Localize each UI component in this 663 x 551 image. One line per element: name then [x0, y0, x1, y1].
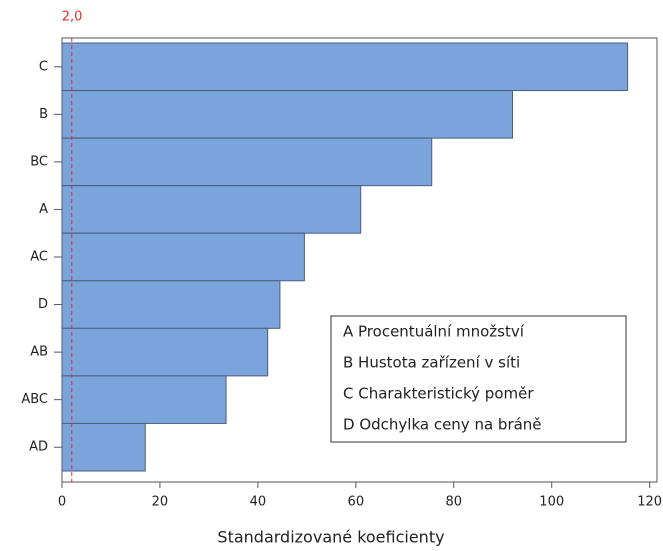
bar — [61, 137, 433, 187]
bar — [61, 185, 362, 234]
x-tick-label: 40 — [250, 495, 267, 510]
y-tick-label: D — [38, 297, 48, 312]
y-tick-label: AC — [30, 250, 48, 265]
legend-box — [330, 315, 627, 443]
y-tick-label: A — [39, 202, 48, 217]
bar — [61, 42, 629, 92]
legend-text: C Charakteristický poměr — [343, 385, 534, 403]
bar — [61, 90, 514, 139]
bar — [61, 280, 281, 329]
y-tick-label: AD — [29, 440, 48, 455]
x-tick-label: 120 — [637, 495, 662, 510]
x-tick-label: 60 — [348, 495, 365, 510]
x-tick-label: 0 — [58, 495, 66, 510]
bar — [61, 327, 269, 377]
x-tick-label: 80 — [445, 495, 462, 510]
reference-label: 2,0 — [62, 10, 83, 25]
legend-text: D Odchylka ceny na bráně — [343, 416, 542, 434]
bar — [61, 375, 227, 424]
bar — [61, 422, 146, 472]
bar — [61, 232, 305, 282]
y-tick-label: AB — [30, 345, 48, 360]
x-axis-label: Standardizované koeficienty — [217, 528, 444, 547]
y-tick-label: B — [39, 107, 48, 122]
legend-text: B Hustota zařízení v síti — [343, 354, 520, 372]
y-tick-label: BC — [30, 154, 48, 169]
x-tick-label: 100 — [539, 495, 564, 510]
y-tick-label: C — [39, 59, 48, 74]
x-tick-label: 20 — [152, 495, 169, 510]
y-tick-label: ABC — [21, 392, 48, 407]
legend-text: A Procentuální množství — [343, 323, 525, 341]
